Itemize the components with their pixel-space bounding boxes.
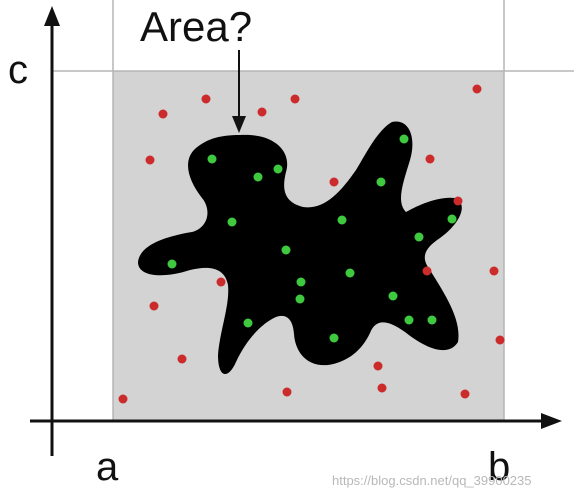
point-outside (377, 383, 387, 393)
point-inside (376, 177, 386, 187)
point-outside (453, 196, 463, 206)
point-inside (399, 134, 409, 144)
point-inside (447, 214, 457, 224)
inside-points (167, 134, 457, 343)
point-inside (414, 232, 424, 242)
point-inside (207, 154, 217, 164)
point-outside (216, 277, 226, 287)
point-outside (118, 394, 128, 404)
point-outside (495, 335, 505, 345)
point-outside (489, 266, 499, 276)
point-inside (281, 245, 291, 255)
point-inside (337, 215, 347, 225)
point-outside (472, 84, 482, 94)
point-inside (295, 294, 305, 304)
point-outside (158, 109, 168, 119)
y-bound-label: c (8, 48, 28, 92)
point-inside (296, 277, 306, 287)
point-outside (373, 361, 383, 371)
outside-points (118, 84, 505, 404)
x-axis-arrowhead (541, 413, 562, 429)
point-outside (149, 301, 159, 311)
point-inside (329, 333, 339, 343)
point-inside (427, 315, 437, 325)
point-inside (167, 259, 177, 269)
point-outside (145, 155, 155, 165)
point-inside (388, 291, 398, 301)
point-inside (345, 268, 355, 278)
point-outside (257, 107, 267, 117)
point-inside (243, 318, 253, 328)
x-lower-label: a (96, 445, 119, 489)
point-inside (253, 172, 263, 182)
point-outside (425, 154, 435, 164)
point-outside (460, 389, 470, 399)
watermark-text: https://blog.csdn.net/qq_39900235 (332, 473, 532, 488)
area-question-label: Area? (140, 3, 253, 50)
point-outside (329, 177, 339, 187)
point-inside (404, 315, 414, 325)
point-inside (227, 217, 237, 227)
point-outside (422, 266, 432, 276)
point-inside (273, 164, 283, 174)
point-outside (290, 94, 300, 104)
arrow-head (232, 116, 246, 133)
point-outside (201, 94, 211, 104)
point-outside (282, 387, 292, 397)
point-outside (177, 354, 187, 364)
y-axis-arrowhead (44, 6, 60, 26)
x-upper-label: b (488, 445, 511, 489)
